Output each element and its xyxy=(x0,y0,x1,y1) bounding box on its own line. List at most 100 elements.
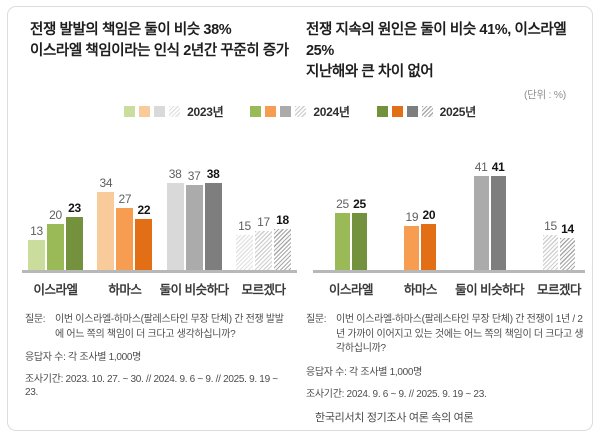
bar-unit: 38 xyxy=(166,167,184,270)
bar-value-label: 22 xyxy=(137,203,151,217)
chart-title: 전쟁 지속의 원인은 둘이 비슷 41%, 이스라엘 25% 지난해와 큰 차이… xyxy=(306,20,586,83)
question-text: 이번 이스라엘-하마스(팔레스타인 무장 단체) 간 전쟁이 1년 / 2년 가… xyxy=(336,314,584,354)
bar-unit: 17 xyxy=(254,215,272,270)
bar-value-label: 25 xyxy=(353,197,366,211)
bar-value-label: 20 xyxy=(422,208,436,222)
bar-value-label: 17 xyxy=(257,215,270,229)
bar-hatch xyxy=(235,235,253,270)
category-label: 모르겠다 xyxy=(241,283,286,297)
legend-swatch-orange xyxy=(265,106,277,117)
chart-title: 전쟁 발발의 책임은 둘이 비슷 38% 이스라엘 책임이라는 인식 2년간 꾸… xyxy=(30,20,295,62)
chart-title-line: 전쟁 지속의 원인은 둘이 비슷 41%, 이스라엘 25% xyxy=(306,22,567,59)
bar-green xyxy=(28,240,45,270)
legend-swatch-orange xyxy=(391,106,403,117)
respondents-text: 응답자 수: 각 조사별 1,000명 xyxy=(306,366,423,378)
bar-group: 19 20 하마스 xyxy=(404,208,438,297)
bar-chart: 13 20 23 이스라엘 34 27 22 하마스 38 37 38 둘이 비슷하다 15 17 18 모르… xyxy=(22,157,297,297)
bar-value-label: 34 xyxy=(99,176,113,190)
bar-hatch xyxy=(559,238,575,270)
bar-unit: 15 xyxy=(235,219,253,270)
legend-swatch-gray xyxy=(154,106,166,117)
question-row: 질문: 이번 이스라엘-하마스(팔레스타인 무장 단체) 간 전쟁이 1년 / … xyxy=(306,313,588,357)
bar-gray xyxy=(185,185,203,270)
legend-year-label: 2025년 xyxy=(439,105,477,119)
category-label: 모르겠다 xyxy=(536,283,582,297)
report-card: 전쟁 발발의 책임은 둘이 비슷 38% 이스라엘 책임이라는 인식 2년간 꾸… xyxy=(7,6,593,431)
bar-hatch xyxy=(273,229,291,270)
period-text: 조사기간: 2024. 9. 6 ~ 9. // 2025. 9. 19 ~ 2… xyxy=(306,388,487,400)
category-label: 하마스 xyxy=(403,283,438,297)
chart-panel-continuation: 전쟁 지속의 원인은 둘이 비슷 41%, 이스라엘 25% 지난해와 큰 차이… xyxy=(301,7,592,430)
bar-hatch xyxy=(542,235,558,270)
legend: 2023년 2024년 2025년 xyxy=(8,103,592,120)
bar-value-label: 15 xyxy=(238,219,251,233)
chart-title-line: 지난해와 큰 차이 없어 xyxy=(306,64,434,80)
bar-group: 15 14 모르겠다 xyxy=(537,219,582,297)
bar-group: 25 25 이스라엘 xyxy=(329,197,374,297)
bar-value-label: 18 xyxy=(276,213,289,227)
bar-unit: 14 xyxy=(559,222,575,270)
legend-swatch-green xyxy=(376,106,388,117)
bar-group: 41 41 둘이 비슷하다 xyxy=(455,160,524,297)
bar-green xyxy=(47,224,64,270)
legend-swatch-hatch xyxy=(169,106,181,117)
source-text: 한국리서치 정기조사 여론 속의 여론 xyxy=(315,412,474,424)
period-text: 조사기간: 2023. 10. 27. ~ 30. // 2024. 9. 6 … xyxy=(25,374,278,398)
bar-orange xyxy=(135,219,153,270)
bar-unit: 38 xyxy=(204,167,222,270)
legend-swatch-hatch xyxy=(295,106,307,117)
bar-unit: 37 xyxy=(185,169,203,270)
category-label: 이스라엘 xyxy=(328,283,374,297)
bar-green xyxy=(66,217,83,270)
bar-value-label: 38 xyxy=(206,167,220,181)
chart-title-line: 이스라엘 책임이라는 인식 2년간 꾸준히 증가 xyxy=(30,43,289,59)
category-label: 하마스 xyxy=(108,283,142,297)
bar-value-label: 41 xyxy=(491,160,505,174)
legend-year-label: 2023년 xyxy=(187,105,224,119)
bar-value-label: 13 xyxy=(30,224,43,238)
bar-hatch xyxy=(254,231,272,270)
question-row: 질문: 이번 이스라엘-하마스(팔레스타인 무장 단체) 간 전쟁 발발에 어느… xyxy=(25,313,287,342)
legend-swatch-hatch xyxy=(421,106,433,117)
legend-swatch-gray xyxy=(280,106,292,117)
bar-unit: 41 xyxy=(490,160,506,270)
bar-value-label: 38 xyxy=(168,167,182,181)
bar-unit: 25 xyxy=(352,197,367,270)
chart-footnote: 질문: 이번 이스라엘-하마스(팔레스타인 무장 단체) 간 전쟁이 1년 / … xyxy=(306,313,588,401)
bar-chart: 25 25 이스라엘 19 20 하마스 41 41 둘이 비슷하다 15 14 모르겠다 xyxy=(313,157,585,297)
bar-unit: 13 xyxy=(28,224,45,270)
bar-gray xyxy=(473,176,489,270)
bar-unit: 22 xyxy=(135,203,153,270)
category-label: 둘이 비슷하다 xyxy=(455,283,525,297)
bar-green xyxy=(335,213,350,270)
question-text: 이번 이스라엘-하마스(팔레스타인 무장 단체) 간 전쟁 발발에 어느 쪽의 … xyxy=(55,314,284,340)
bar-group: 15 17 18 모르겠다 xyxy=(235,213,291,297)
bar-gray xyxy=(166,183,184,270)
bar-unit: 19 xyxy=(404,210,420,270)
question-label: 질문: xyxy=(306,314,327,325)
legend-year-label: 2024년 xyxy=(313,105,350,119)
legend-swatch-orange xyxy=(139,106,151,117)
bar-unit: 18 xyxy=(273,213,291,270)
bar-value-label: 25 xyxy=(336,197,349,211)
bar-unit: 34 xyxy=(97,176,115,270)
chart-panel-outbreak: 전쟁 발발의 책임은 둘이 비슷 38% 이스라엘 책임이라는 인식 2년간 꾸… xyxy=(8,7,301,430)
legend-swatch-gray xyxy=(406,106,418,117)
bar-value-label: 27 xyxy=(118,192,132,206)
bar-unit: 23 xyxy=(66,201,83,270)
chart-footnote: 질문: 이번 이스라엘-하마스(팔레스타인 무장 단체) 간 전쟁 발발에 어느… xyxy=(25,313,287,399)
bar-unit: 27 xyxy=(116,192,134,270)
bar-gray xyxy=(204,183,222,270)
category-label: 둘이 비슷하다 xyxy=(159,283,229,297)
bar-gray xyxy=(490,176,506,270)
bar-value-label: 37 xyxy=(187,169,201,183)
bar-orange xyxy=(97,192,115,270)
bar-group: 13 20 23 이스라엘 xyxy=(28,201,83,297)
legend-group: 2024년 xyxy=(250,103,350,120)
question-label: 질문: xyxy=(25,314,46,325)
unit-label: (단위 : %) xyxy=(523,89,566,101)
bar-green xyxy=(352,213,367,270)
bar-value-label: 19 xyxy=(405,210,419,224)
category-label: 이스라엘 xyxy=(33,283,78,297)
bar-value-label: 20 xyxy=(49,208,62,222)
